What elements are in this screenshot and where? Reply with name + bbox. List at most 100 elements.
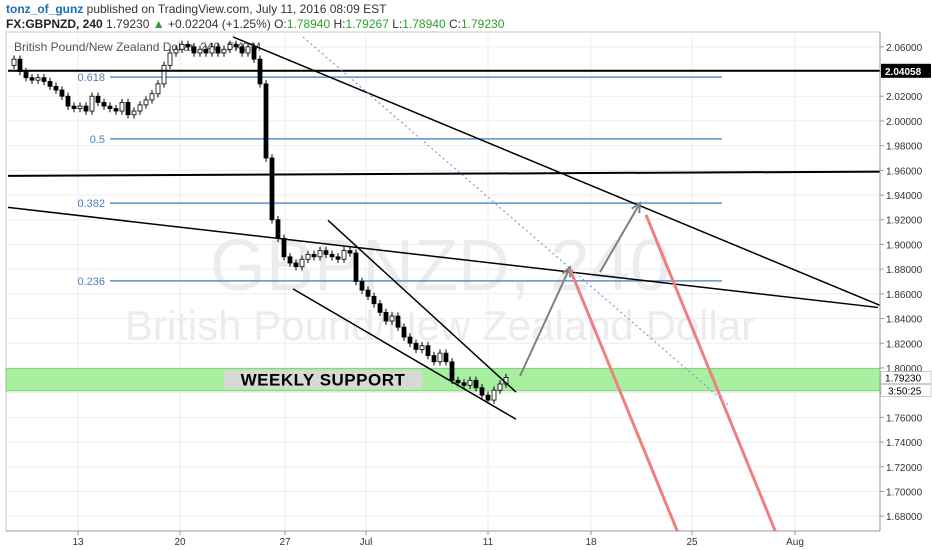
- candle[interactable]: [41, 77, 47, 82]
- candle[interactable]: [455, 379, 461, 384]
- candle[interactable]: [431, 355, 437, 363]
- candle[interactable]: [275, 219, 281, 239]
- candle[interactable]: [317, 250, 323, 258]
- candle[interactable]: [305, 253, 311, 260]
- countdown-tag: [880, 384, 932, 397]
- candle[interactable]: [245, 46, 251, 54]
- watermark-name: British Pound/New Zealand Dollar: [125, 302, 755, 349]
- candle[interactable]: [77, 105, 83, 109]
- channel-line[interactable]: [327, 219, 517, 393]
- candle[interactable]: [401, 326, 407, 338]
- candle[interactable]: [473, 379, 479, 389]
- candle[interactable]: [485, 394, 491, 401]
- candle[interactable]: [413, 342, 419, 350]
- candle[interactable]: [149, 93, 155, 101]
- candle[interactable]: [83, 105, 89, 112]
- candle[interactable]: [215, 46, 221, 54]
- candle[interactable]: [119, 102, 125, 112]
- candle[interactable]: [461, 382, 467, 386]
- red-projection-line[interactable]: [568, 268, 680, 534]
- candle[interactable]: [197, 48, 203, 54]
- trend-line[interactable]: [7, 206, 879, 309]
- candle[interactable]: [389, 315, 395, 322]
- candle[interactable]: [419, 345, 425, 350]
- candle[interactable]: [239, 46, 245, 54]
- candle[interactable]: [443, 352, 449, 363]
- projection-arrow[interactable]: [599, 202, 641, 273]
- candle[interactable]: [299, 258, 305, 268]
- candle[interactable]: [143, 99, 149, 106]
- candle[interactable]: [113, 108, 119, 112]
- candle[interactable]: [203, 48, 209, 54]
- price-axis[interactable]: [880, 32, 932, 531]
- candle[interactable]: [383, 311, 389, 322]
- author-name[interactable]: tonz_of_gunz: [6, 2, 84, 16]
- horizontal-line[interactable]: [7, 170, 889, 177]
- candle[interactable]: [53, 85, 59, 91]
- candle[interactable]: [185, 43, 191, 48]
- candle[interactable]: [167, 52, 173, 66]
- candle[interactable]: [425, 345, 431, 357]
- candle[interactable]: [17, 58, 23, 72]
- candle[interactable]: [191, 46, 197, 54]
- candle[interactable]: [335, 256, 341, 260]
- support-zone[interactable]: [5, 368, 881, 392]
- candle[interactable]: [95, 95, 101, 103]
- candle[interactable]: [89, 95, 95, 112]
- candle[interactable]: [161, 64, 167, 85]
- candle[interactable]: [23, 71, 29, 79]
- candle[interactable]: [65, 95, 71, 107]
- candle[interactable]: [35, 77, 41, 81]
- candle[interactable]: [371, 295, 377, 305]
- projection-arrow[interactable]: [519, 266, 571, 377]
- candle[interactable]: [11, 58, 17, 66]
- candle[interactable]: [329, 253, 335, 258]
- candle[interactable]: [479, 387, 485, 396]
- candle[interactable]: [251, 46, 257, 60]
- candle[interactable]: [269, 157, 275, 221]
- channel-line[interactable]: [292, 288, 517, 420]
- candle[interactable]: [293, 262, 299, 268]
- candle[interactable]: [173, 48, 179, 54]
- candle[interactable]: [47, 81, 53, 87]
- candle[interactable]: [155, 83, 161, 95]
- candle[interactable]: [29, 77, 35, 81]
- candle[interactable]: [467, 379, 473, 386]
- candle[interactable]: [287, 256, 293, 264]
- candle[interactable]: [407, 336, 413, 344]
- price-tick-label: 1.80000: [886, 364, 923, 375]
- price-tick-label: 1.68000: [886, 512, 923, 523]
- candle[interactable]: [59, 89, 65, 97]
- candle[interactable]: [311, 253, 317, 258]
- candle[interactable]: [137, 104, 143, 112]
- dotted-projection-line[interactable]: [302, 36, 729, 406]
- candle[interactable]: [221, 48, 227, 54]
- candle[interactable]: [209, 46, 215, 54]
- candle[interactable]: [365, 289, 371, 297]
- candle[interactable]: [281, 237, 287, 258]
- time-axis[interactable]: [0, 531, 932, 550]
- candle[interactable]: [341, 250, 347, 260]
- candle[interactable]: [71, 105, 77, 109]
- candle[interactable]: [233, 43, 239, 48]
- candle[interactable]: [101, 102, 107, 107]
- candle[interactable]: [377, 303, 383, 313]
- candle[interactable]: [323, 250, 329, 255]
- candle[interactable]: [227, 43, 233, 50]
- candle[interactable]: [263, 83, 269, 159]
- candle[interactable]: [179, 43, 185, 50]
- candle[interactable]: [353, 252, 359, 282]
- candle[interactable]: [497, 383, 503, 391]
- candle[interactable]: [491, 389, 497, 401]
- candle[interactable]: [449, 361, 455, 381]
- candle[interactable]: [359, 281, 365, 291]
- candle[interactable]: [395, 315, 401, 328]
- candle[interactable]: [131, 110, 137, 116]
- red-projection-line[interactable]: [644, 214, 778, 534]
- candle[interactable]: [107, 105, 113, 109]
- candle[interactable]: [437, 352, 443, 363]
- candle[interactable]: [347, 250, 353, 254]
- time-tick-label: 27: [279, 537, 291, 548]
- candle[interactable]: [125, 102, 131, 116]
